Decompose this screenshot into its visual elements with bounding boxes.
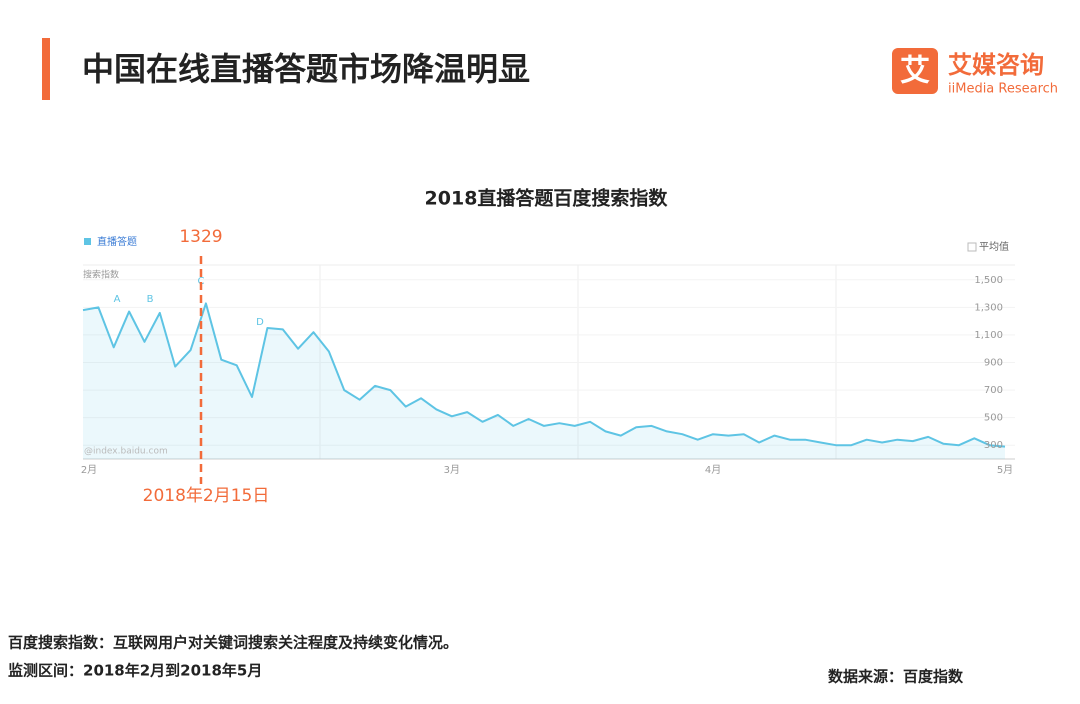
y-tick-label: 900 bbox=[984, 358, 1003, 369]
x-tick-label: 3月 bbox=[444, 464, 460, 476]
average-checkbox[interactable] bbox=[967, 242, 977, 252]
y-axis-label: 搜索指数 bbox=[83, 269, 119, 281]
footnote: 监测区间：2018年2月到2018年5月 bbox=[8, 662, 262, 680]
line bbox=[82, 302, 1006, 448]
page-title: 中国在线直播答题市场降温明显 bbox=[82, 50, 530, 88]
y-tick-label: 500 bbox=[984, 413, 1003, 424]
annotation: A bbox=[114, 294, 121, 305]
source: 数据来源：百度指数 bbox=[828, 668, 964, 686]
watermark: @index.baidu.com bbox=[84, 447, 168, 457]
x-tick-label: 4月 bbox=[705, 464, 721, 476]
peak-date: 2018年2月15日 bbox=[143, 486, 270, 506]
y-tick-label: 300 bbox=[984, 440, 1003, 451]
logo-cn: 艾媒咨询 bbox=[948, 51, 1044, 79]
annotation: B bbox=[147, 294, 154, 305]
annotation: D bbox=[256, 317, 264, 328]
footnote: 百度搜索指数：互联网用户对关键词搜索关注程度及持续变化情况。 bbox=[8, 634, 458, 652]
y-tick-label: 1,300 bbox=[974, 302, 1003, 313]
logo-en: iiMedia Research bbox=[948, 82, 1058, 97]
y-tick-label: 1,100 bbox=[974, 330, 1003, 341]
y-tick-label: 700 bbox=[984, 385, 1003, 396]
peak-value: 1329 bbox=[179, 227, 222, 247]
chart-title: 2018直播答题百度搜索指数 bbox=[425, 187, 669, 210]
logo-glyph: 艾 bbox=[900, 54, 930, 89]
legend-label: 直播答题 bbox=[97, 235, 137, 248]
annotation: C bbox=[198, 276, 205, 287]
title-accent bbox=[42, 38, 50, 100]
legend-swatch bbox=[84, 238, 91, 245]
average-label[interactable]: 平均值 bbox=[979, 240, 1009, 253]
logo-icon bbox=[892, 48, 938, 94]
y-tick-label: 1,500 bbox=[974, 275, 1003, 286]
area bbox=[83, 303, 1005, 459]
x-tick-label: 2月 bbox=[81, 464, 97, 476]
plot bbox=[82, 264, 1015, 460]
x-tick-label: 5月 bbox=[997, 464, 1013, 476]
